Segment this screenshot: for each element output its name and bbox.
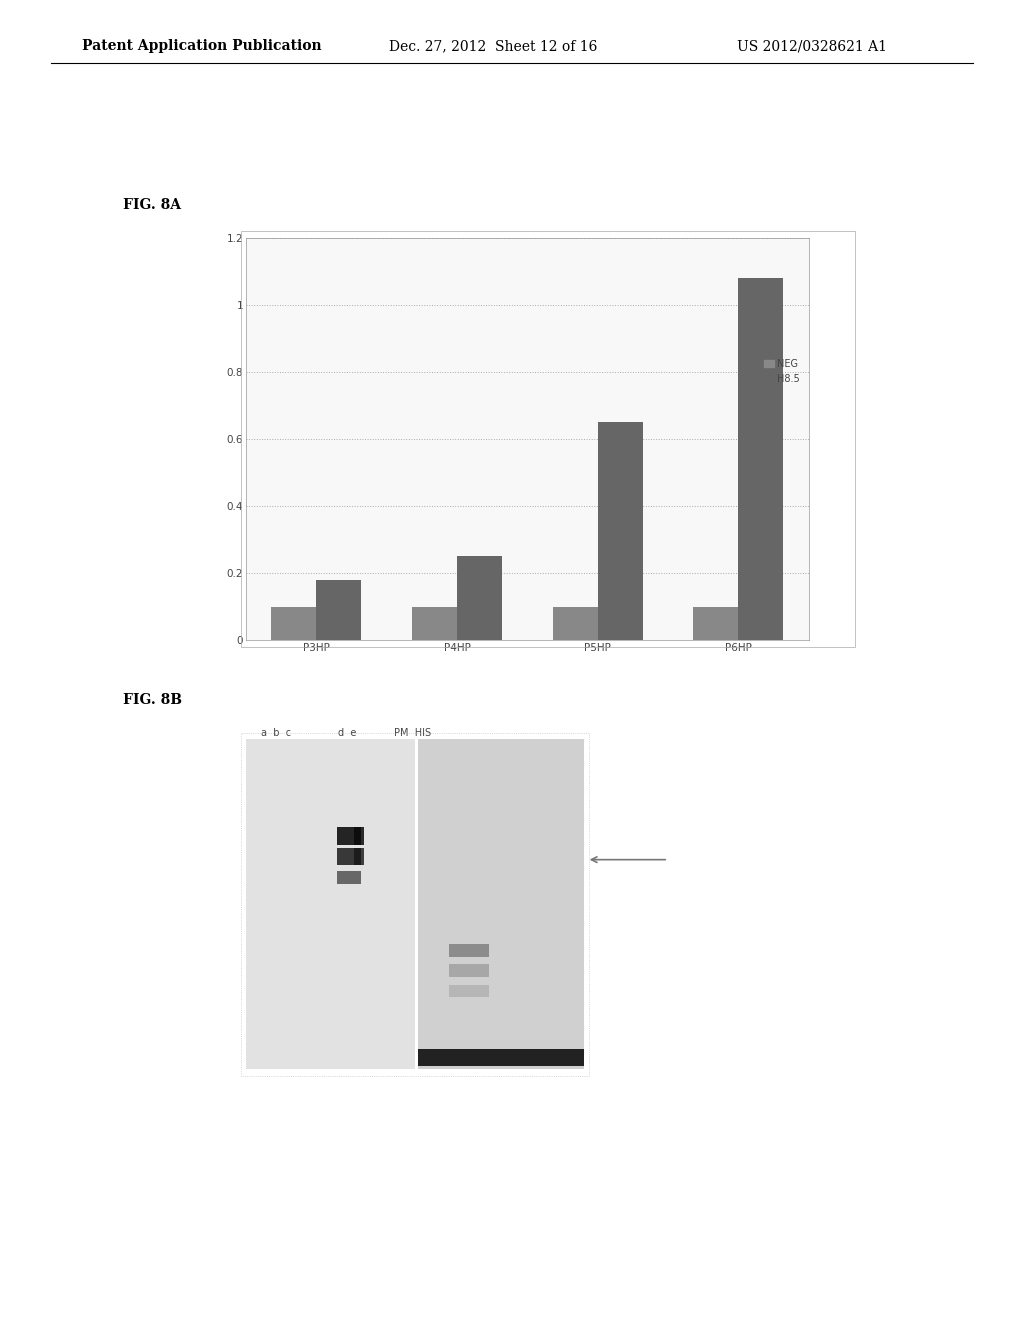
Bar: [354, 849, 365, 865]
Bar: [449, 985, 489, 997]
Bar: [412, 607, 457, 640]
Bar: [337, 871, 360, 884]
Bar: [553, 607, 598, 640]
Bar: [598, 422, 643, 640]
Bar: [738, 277, 783, 640]
Text: a  b  c: a b c: [261, 727, 291, 738]
Text: Patent Application Publication: Patent Application Publication: [82, 40, 322, 53]
Bar: [693, 607, 738, 640]
Bar: [449, 964, 489, 977]
Bar: [449, 944, 489, 957]
Bar: [415, 739, 418, 1069]
Bar: [316, 579, 361, 640]
Bar: [418, 739, 584, 1069]
Bar: [246, 739, 415, 1069]
Bar: [271, 607, 316, 640]
Bar: [457, 556, 502, 640]
Text: US 2012/0328621 A1: US 2012/0328621 A1: [737, 40, 887, 53]
Bar: [354, 826, 365, 845]
Text: PM  HIS: PM HIS: [394, 727, 431, 738]
Text: Dec. 27, 2012  Sheet 12 of 16: Dec. 27, 2012 Sheet 12 of 16: [389, 40, 597, 53]
Text: FIG. 8B: FIG. 8B: [123, 693, 182, 706]
Bar: [418, 1049, 584, 1067]
Bar: [337, 826, 360, 845]
Text: d  e: d e: [338, 727, 356, 738]
Text: FIG. 8A: FIG. 8A: [123, 198, 181, 211]
Legend: NEG, H8.5: NEG, H8.5: [760, 355, 804, 388]
Bar: [337, 849, 360, 865]
